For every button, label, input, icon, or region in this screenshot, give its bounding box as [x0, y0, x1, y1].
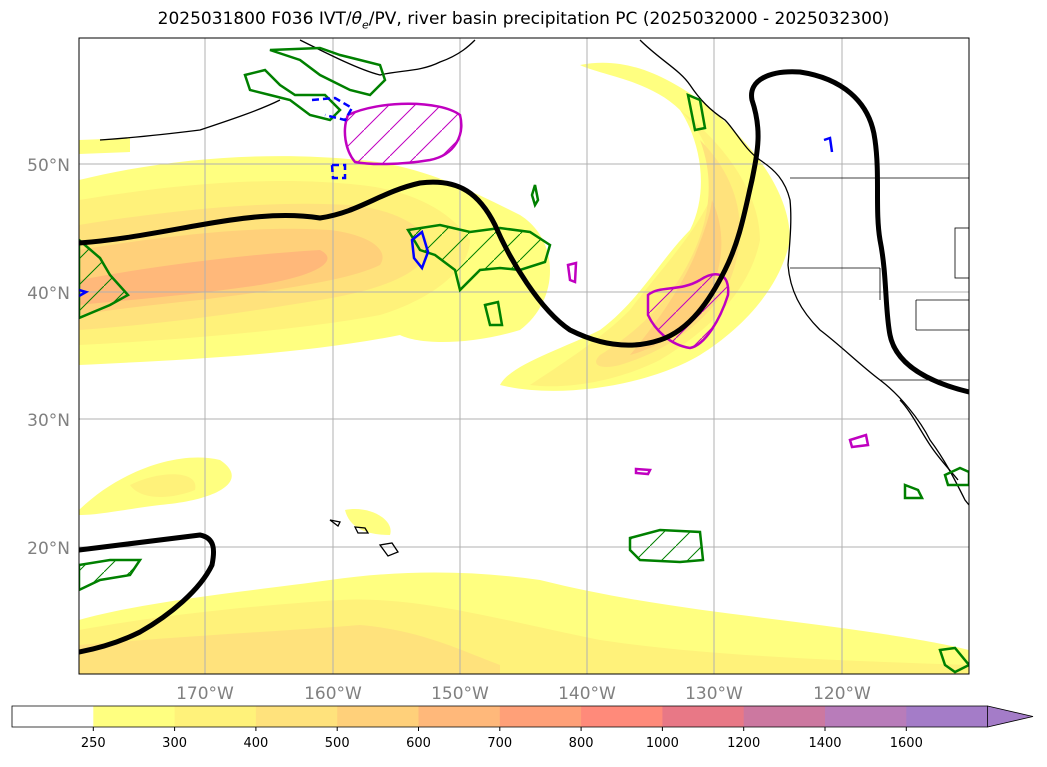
negative-contours	[79, 96, 834, 298]
colorbar-tick-label: 1600	[890, 736, 923, 751]
colorbar-tick-label: 700	[487, 736, 512, 751]
magenta-contour-north	[343, 102, 463, 166]
page-title: 2025031800 F036 IVT/θe/PV, river basin p…	[0, 9, 1047, 31]
magenta-contour-small2	[848, 433, 870, 449]
blue-contour-3	[330, 163, 347, 180]
lon-label-150w: 150°W	[431, 684, 489, 704]
lat-label-30: 30°N	[27, 411, 70, 431]
coastlines	[99, 39, 969, 557]
colorbar-segment	[174, 706, 257, 727]
green-contour-hawaii-ne	[628, 528, 705, 564]
colorbar-segment	[255, 706, 338, 727]
colorbar-tick-label: 250	[81, 736, 106, 751]
colorbar-tick-label: 300	[162, 736, 187, 751]
magenta-contour-small3	[634, 467, 652, 476]
title-suffix: /PV, river basin precipitation PC (20250…	[368, 9, 890, 29]
lon-label-160w: 160°W	[304, 684, 362, 704]
pv-contours	[79, 69, 969, 655]
colorbar-segment	[418, 706, 501, 727]
alaska-coast	[299, 39, 476, 76]
colorbar-segment	[581, 706, 663, 727]
colorbar-tick-label: 800	[569, 736, 594, 751]
lat-label-50: 50°N	[27, 156, 70, 176]
title-theta-sub: e	[362, 18, 369, 32]
hawaii-2	[353, 526, 370, 534]
magenta-contour-small1	[566, 261, 578, 284]
hawaii-3	[378, 542, 399, 557]
ivt-300-sw	[130, 474, 196, 497]
pv-contour-main	[79, 69, 969, 395]
colorbar-tick-label: 1200	[727, 736, 760, 751]
blue-contour-5	[79, 288, 90, 298]
lat-label-40: 40°N	[27, 284, 70, 304]
colorbar-segment	[337, 706, 419, 727]
green-contour-alaska	[269, 46, 387, 97]
lon-label-170w: 170°W	[176, 684, 234, 704]
lon-label-130w: 130°W	[685, 684, 743, 704]
grid	[79, 38, 969, 674]
green-contour-west	[79, 238, 130, 320]
colorbar-extend-arrow	[987, 705, 1034, 728]
pv-contour-sw	[79, 532, 216, 655]
blue-contour-1	[410, 229, 430, 271]
green-contour-bc	[686, 92, 707, 132]
aleutians	[99, 99, 281, 141]
ivt-600-main	[79, 250, 328, 305]
ivt-250-nw	[79, 138, 130, 154]
map-content	[79, 38, 969, 674]
theta-e-contours	[79, 46, 969, 674]
colorbar-segment	[12, 706, 94, 727]
colorbar-tick-label: 400	[243, 736, 268, 751]
green-contour-small1	[483, 300, 504, 327]
green-contour-se2	[903, 483, 925, 500]
title-theta: θ	[351, 9, 362, 29]
colorbar-segment	[499, 706, 582, 727]
colorbar-segment	[743, 706, 826, 727]
magenta-contour-coast	[646, 273, 730, 350]
ivt-shading	[79, 62, 969, 674]
colorbar-tick-label: 1400	[808, 736, 841, 751]
green-contour-se3	[943, 466, 969, 487]
ivt-250-blob1	[345, 509, 391, 535]
title-prefix: 2025031800 F036 IVT/	[157, 9, 352, 29]
blue-contour-4	[823, 136, 834, 153]
colorbar-tick-label: 600	[406, 736, 431, 751]
colorbar-tick-label: 500	[325, 736, 350, 751]
lat-label-20: 20°N	[27, 539, 70, 559]
ivt-400-south	[79, 625, 500, 674]
green-contour-aleutian	[243, 68, 342, 122]
hawaii-1	[329, 519, 341, 527]
map-frame	[78, 37, 970, 675]
colorbar-segment	[825, 706, 907, 727]
colorbar-tick-label: 1000	[646, 736, 679, 751]
colorbar: 250 300 400 500 600 700 800 1000 1200 1400 1600	[11, 705, 1034, 751]
colorbar-segment	[906, 706, 989, 727]
precip-contours	[343, 102, 870, 476]
green-contour-sw	[79, 558, 143, 592]
colorbar-segment	[662, 706, 745, 727]
lon-label-140w: 140°W	[558, 684, 616, 704]
na-west-coast	[639, 39, 969, 506]
green-contour-se1	[938, 646, 969, 674]
colorbar-segment	[93, 706, 176, 727]
blue-contour-2	[311, 96, 354, 122]
green-contour-small2	[530, 184, 540, 209]
baja	[899, 399, 959, 481]
lon-label-120w: 120°W	[813, 684, 871, 704]
